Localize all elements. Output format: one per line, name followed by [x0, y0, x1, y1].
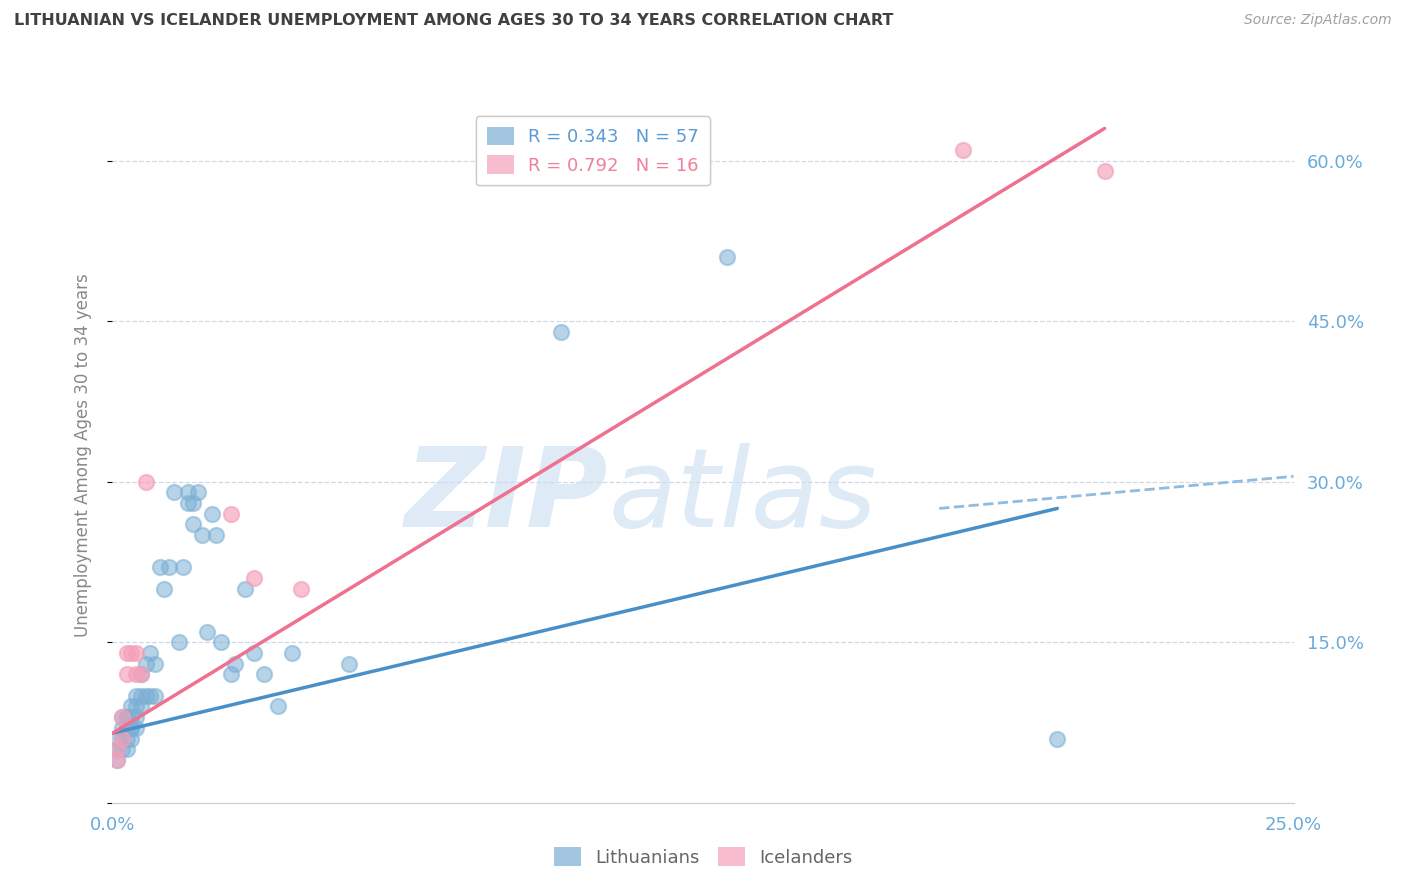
Point	[253, 667, 276, 681]
Point	[550, 325, 572, 339]
Point	[115, 731, 138, 746]
Point	[115, 710, 138, 724]
Point	[111, 710, 134, 724]
Point	[129, 689, 152, 703]
Legend: R = 0.343   N = 57, R = 0.792   N = 16: R = 0.343 N = 57, R = 0.792 N = 16	[475, 116, 710, 186]
Point	[177, 496, 200, 510]
Point	[125, 710, 148, 724]
Point	[105, 753, 128, 767]
Point	[290, 582, 312, 596]
Point	[205, 528, 228, 542]
Text: atlas: atlas	[609, 443, 877, 550]
Point	[139, 646, 162, 660]
Legend: Lithuanians, Icelanders: Lithuanians, Icelanders	[547, 840, 859, 874]
Point	[201, 507, 224, 521]
Point	[135, 657, 157, 671]
Point	[105, 742, 128, 756]
Point	[105, 731, 128, 746]
Point	[120, 710, 142, 724]
Point	[129, 667, 152, 681]
Point	[115, 710, 138, 724]
Point	[163, 485, 186, 500]
Point	[111, 731, 134, 746]
Point	[111, 710, 134, 724]
Y-axis label: Unemployment Among Ages 30 to 34 years: Unemployment Among Ages 30 to 34 years	[73, 273, 91, 637]
Point	[337, 657, 360, 671]
Text: LITHUANIAN VS ICELANDER UNEMPLOYMENT AMONG AGES 30 TO 34 YEARS CORRELATION CHART: LITHUANIAN VS ICELANDER UNEMPLOYMENT AMO…	[14, 13, 893, 29]
Point	[143, 657, 166, 671]
Point	[243, 646, 266, 660]
Point	[120, 721, 142, 735]
Point	[181, 517, 204, 532]
Text: ZIP: ZIP	[405, 443, 609, 550]
Point	[181, 496, 204, 510]
Point	[219, 507, 242, 521]
Point	[115, 721, 138, 735]
Point	[129, 699, 152, 714]
Point	[125, 646, 148, 660]
Point	[125, 667, 148, 681]
Point	[172, 560, 194, 574]
Point	[281, 646, 304, 660]
Point	[111, 731, 134, 746]
Point	[209, 635, 232, 649]
Text: Source: ZipAtlas.com: Source: ZipAtlas.com	[1244, 13, 1392, 28]
Point	[120, 646, 142, 660]
Point	[1046, 731, 1069, 746]
Point	[191, 528, 214, 542]
Point	[135, 475, 157, 489]
Point	[243, 571, 266, 585]
Point	[111, 721, 134, 735]
Point	[115, 646, 138, 660]
Point	[1094, 164, 1116, 178]
Point	[195, 624, 218, 639]
Point	[186, 485, 208, 500]
Point	[115, 742, 138, 756]
Point	[129, 667, 152, 681]
Point	[149, 560, 172, 574]
Point	[120, 699, 142, 714]
Point	[125, 721, 148, 735]
Point	[716, 250, 738, 264]
Point	[952, 143, 974, 157]
Point	[115, 667, 138, 681]
Point	[111, 742, 134, 756]
Point	[139, 689, 162, 703]
Point	[267, 699, 290, 714]
Point	[219, 667, 242, 681]
Point	[157, 560, 180, 574]
Point	[167, 635, 190, 649]
Point	[143, 689, 166, 703]
Point	[125, 699, 148, 714]
Point	[153, 582, 176, 596]
Point	[105, 742, 128, 756]
Point	[233, 582, 256, 596]
Point	[120, 731, 142, 746]
Point	[105, 753, 128, 767]
Point	[120, 721, 142, 735]
Point	[125, 689, 148, 703]
Point	[135, 689, 157, 703]
Point	[177, 485, 200, 500]
Point	[224, 657, 246, 671]
